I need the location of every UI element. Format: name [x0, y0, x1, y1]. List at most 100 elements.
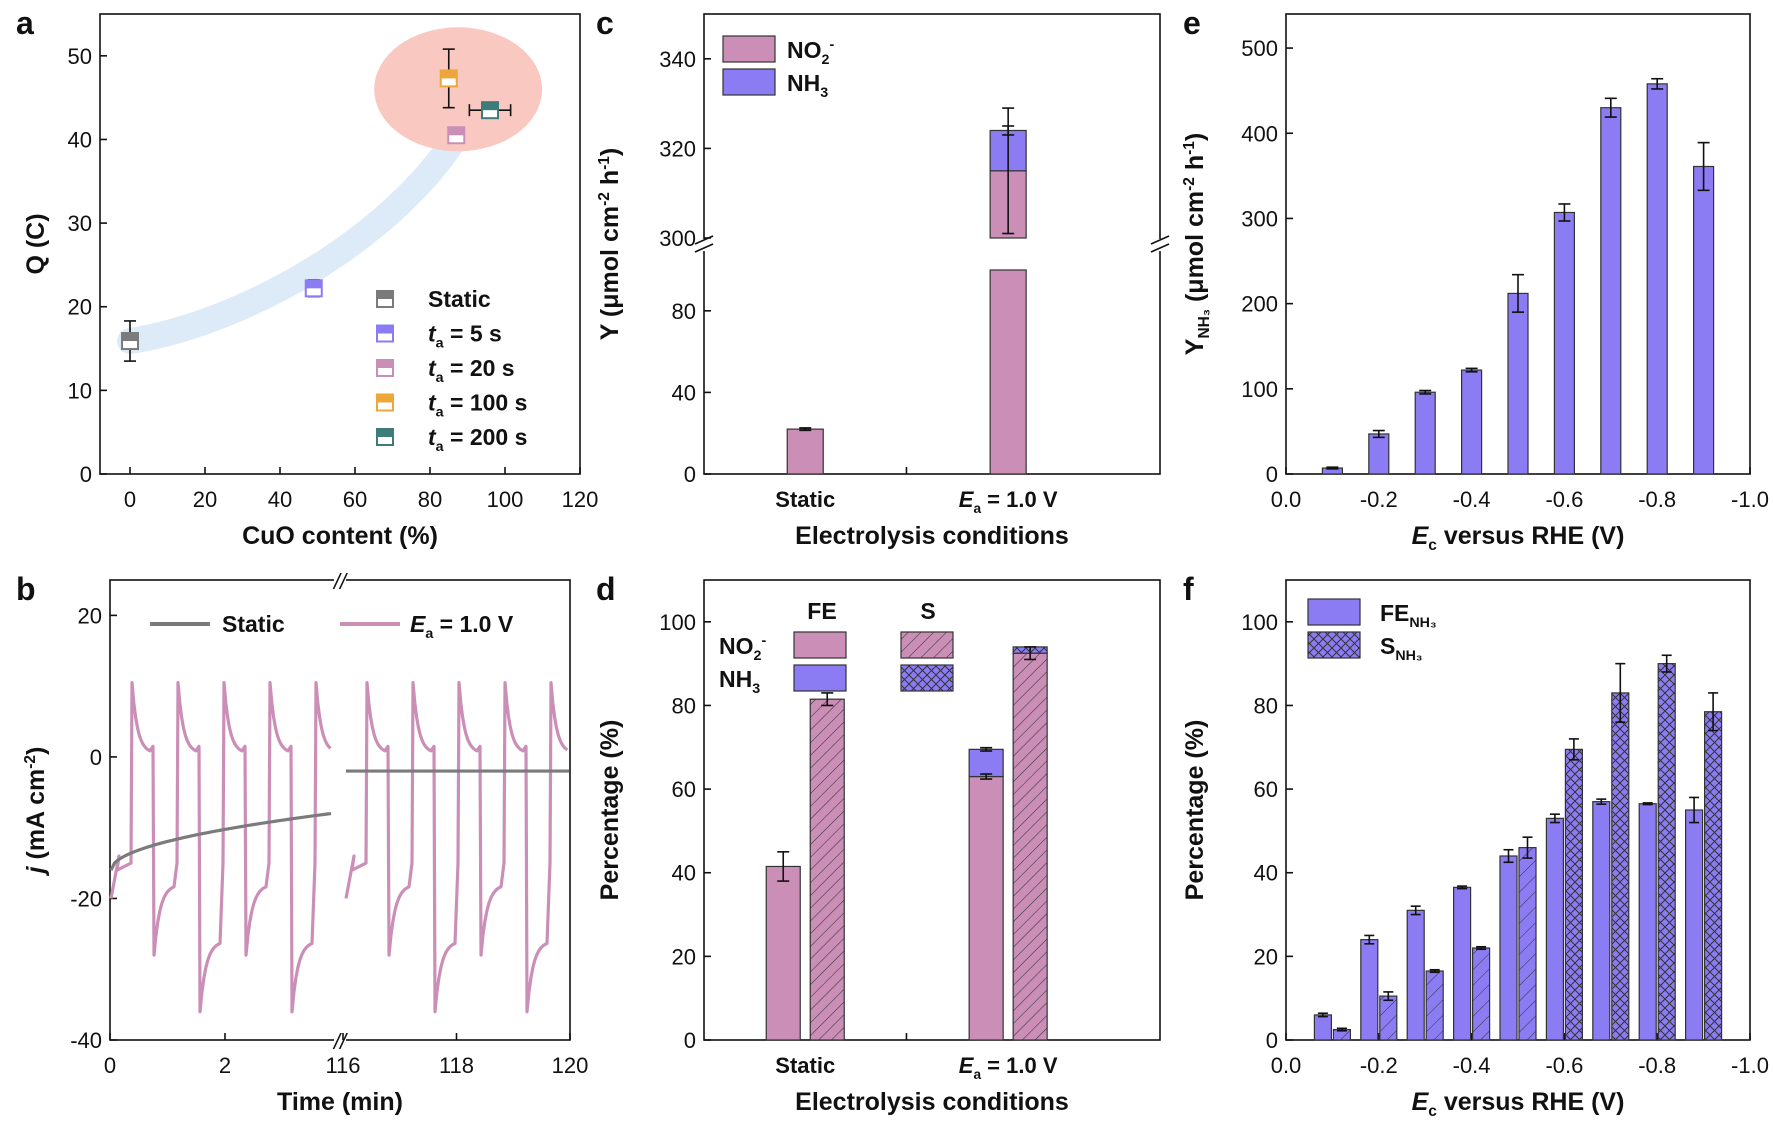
y-axis-label: 0 [1266, 462, 1278, 487]
legend-label-part: - [829, 37, 834, 53]
legend-label: Ea = 1.0 V [410, 611, 514, 642]
x-axis-label-part: = 1.0 V [981, 487, 1058, 512]
bar-no2 [786, 428, 824, 475]
legend-label: ta = 20 s [428, 355, 515, 386]
y-axis-label: 0 [80, 462, 92, 487]
panel-label-a: a [16, 5, 34, 41]
y-axis-label: 100 [1241, 610, 1278, 635]
legend-label-part: - [761, 633, 766, 649]
legend-swatch-fe [793, 631, 847, 659]
legend-header-fe: FE [807, 598, 836, 624]
legend-label: ta = 200 s [428, 424, 527, 455]
y-axis-label: 100 [659, 610, 696, 635]
legend-label-part: a [425, 626, 434, 642]
y-axis-label: 100 [1241, 377, 1278, 402]
panel-label-f: f [1183, 571, 1194, 607]
legend-label-part: a [436, 439, 445, 455]
bar-fe-no2 [968, 775, 1004, 1041]
x-axis-title: Ec versus RHE (V) [1412, 522, 1625, 554]
data-point-fill [305, 280, 322, 289]
y-axis-title: Y (μmol cm-2 h-1) [596, 148, 624, 340]
bar-no2 [989, 269, 1027, 475]
bar [1414, 391, 1436, 475]
legend-label-part: NH₃ [1395, 648, 1422, 664]
bar-s [1425, 970, 1444, 1041]
y-axis-title-part: -2 [22, 755, 39, 769]
legend-swatch-s [900, 664, 954, 692]
legend-marker-fill [377, 325, 393, 334]
legend-label-part: NH₃ [1409, 615, 1436, 631]
x-axis-label: -0.2 [1360, 1053, 1398, 1078]
x-axis-label: Ea = 1.0 V [959, 487, 1058, 516]
y-axis-label: 10 [68, 378, 92, 403]
bar [1368, 433, 1390, 475]
x-axis-label-part: a [973, 501, 981, 516]
bar [1507, 292, 1529, 475]
y-axis-title-part: Y [1181, 338, 1209, 355]
y-axis-label: 400 [1241, 121, 1278, 146]
x-axis-title-part: c [1428, 1103, 1437, 1120]
y-axis-label: -40 [70, 1028, 102, 1053]
y-axis-label: 30 [68, 211, 92, 236]
y-axis-title: Percentage (%) [1181, 720, 1209, 901]
legend-label-part: FE [1380, 600, 1409, 626]
y-axis-label: 200 [1241, 292, 1278, 317]
panel-c-chart: 0 40 80 300 320 340 Static Ea = 1.0 V Electrolys… [596, 13, 1170, 550]
legend-label-part: t [428, 424, 437, 450]
y-axis-title-part: ) [596, 148, 624, 156]
y-axis-title: j (mA cm-2) [22, 747, 50, 877]
x-axis-label: 120 [552, 1053, 589, 1078]
data-point-fill [440, 70, 457, 79]
x-axis-label: 120 [562, 487, 599, 512]
bar-s [1379, 995, 1398, 1041]
legend-label-part: Static [222, 611, 285, 637]
x-axis-title-part: E [1412, 522, 1430, 550]
x-axis-label: 118 [439, 1053, 474, 1078]
x-axis-title: Electrolysis conditions [795, 522, 1069, 550]
bar-s-no2 [809, 698, 845, 1041]
bar-fe [1313, 1014, 1333, 1041]
legend-label: Static [428, 286, 491, 312]
x-axis-label: 60 [343, 487, 367, 512]
y-axis-label: 60 [1254, 777, 1278, 802]
x-axis-label: -1.0 [1731, 1053, 1769, 1078]
x-axis-label: 0 [104, 1053, 116, 1078]
legend-label: NH3 [719, 666, 760, 697]
legend-label-part: t [428, 390, 437, 416]
x-axis-label: Static [775, 1053, 835, 1078]
legend-label-part: t [428, 355, 437, 381]
y-axis-label: 300 [1241, 206, 1278, 231]
legend-label-part: a [436, 336, 445, 352]
x-axis-label: 116 [325, 1053, 360, 1078]
legend-label-part: t [428, 321, 437, 347]
axes-frame [109, 579, 571, 1041]
axis-break-mark-right [1150, 235, 1170, 253]
axis-break-gap-bottom [334, 1036, 346, 1044]
trend-band [117, 118, 473, 355]
y-axis-label: 80 [672, 693, 696, 718]
legend-label-part: 3 [752, 681, 760, 697]
y-axis-upper-label: 340 [659, 47, 696, 72]
y-axis-label: -20 [70, 886, 102, 911]
legend-label-part: NH [787, 70, 820, 96]
bar [1600, 107, 1622, 475]
x-axis-label: -0.4 [1453, 487, 1491, 512]
x-axis-title: CuO content (%) [242, 522, 438, 550]
legend-label-part: = 200 s [444, 424, 528, 450]
y-axis-title-part: ) [1181, 133, 1209, 141]
data-point-fill [448, 127, 465, 136]
axis-break-bottom: // [332, 1029, 348, 1054]
bar-fe [1592, 801, 1611, 1041]
bar-s [1657, 663, 1676, 1041]
x-axis-label: 0 [124, 487, 136, 512]
y-axis-label: 20 [672, 944, 696, 969]
y-axis-title-part: (mA cm [22, 769, 50, 867]
legend-swatch [1307, 598, 1361, 626]
x-axis-title: Time (min) [277, 1088, 403, 1116]
legend-label: ta = 100 s [428, 390, 527, 421]
legend-label-part: = 5 s [444, 321, 502, 347]
y-axis-upper-label: 300 [659, 226, 696, 251]
bar [1460, 369, 1483, 475]
x-axis-label: 100 [487, 487, 524, 512]
